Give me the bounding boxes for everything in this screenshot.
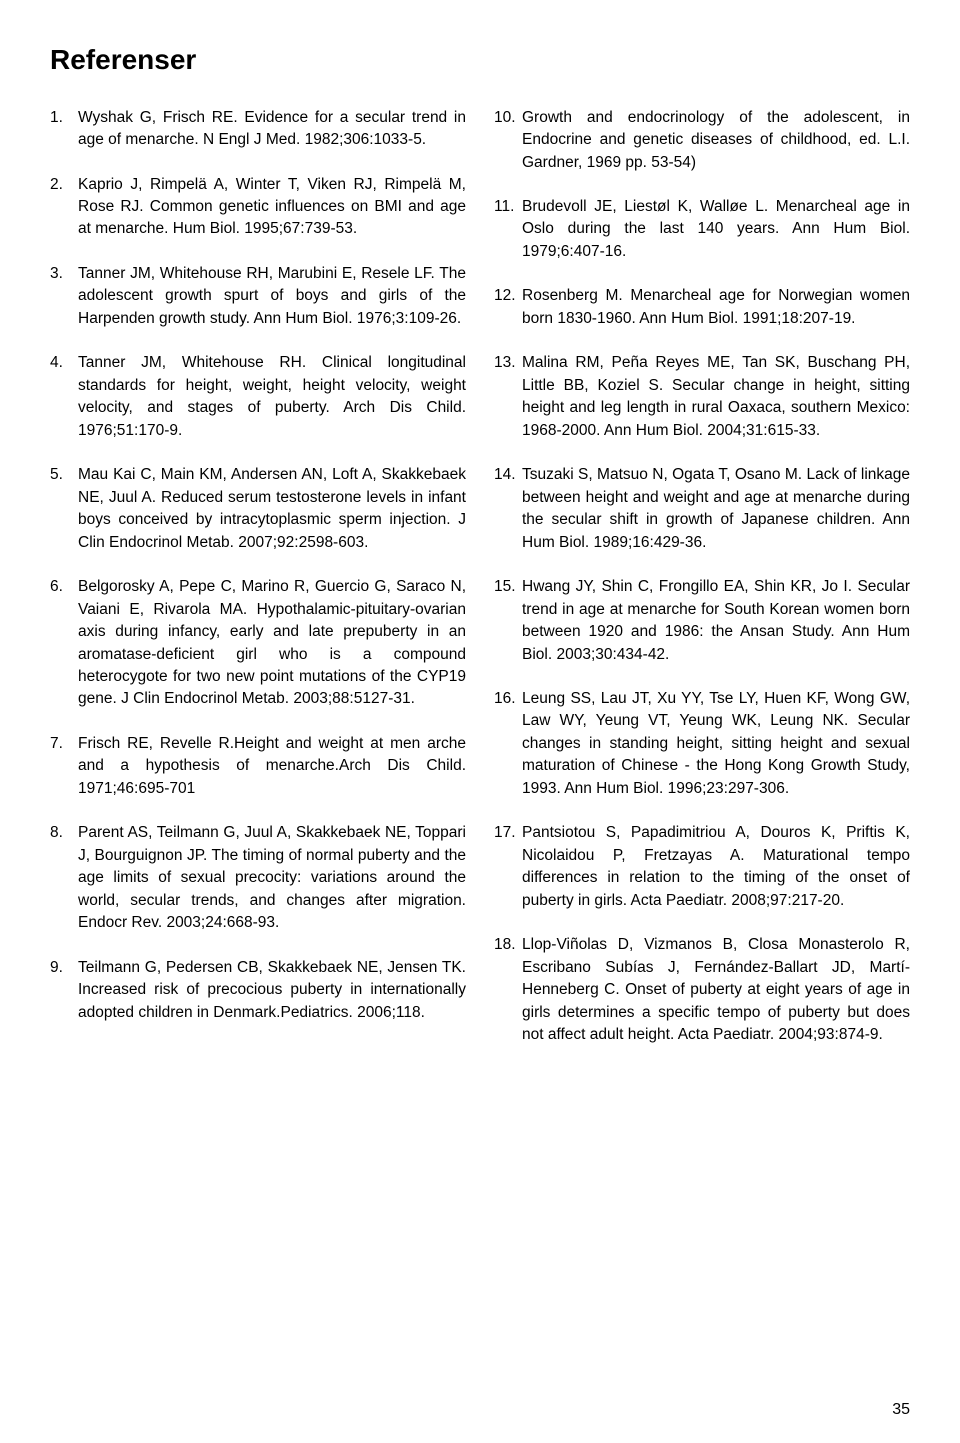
reference-number: 8.	[50, 822, 78, 934]
section-heading: Referenser	[50, 40, 910, 81]
reference-number: 10.	[494, 107, 522, 174]
reference-text: Tanner JM, Whitehouse RH. Clinical longi…	[78, 352, 466, 442]
reference-item: 11.Brudevoll JE, Liestøl K, Walløe L. Me…	[494, 196, 910, 263]
reference-item: 14.Tsuzaki S, Matsuo N, Ogata T, Osano M…	[494, 464, 910, 554]
reference-number: 2.	[50, 174, 78, 241]
reference-item: 9.Teilmann G, Pedersen CB, Skakkebaek NE…	[50, 957, 466, 1024]
reference-text: Llop-Viñolas D, Vizmanos B, Closa Monast…	[522, 934, 910, 1046]
reference-text: Tsuzaki S, Matsuo N, Ogata T, Osano M. L…	[522, 464, 910, 554]
left-column: 1.Wyshak G, Frisch RE. Evidence for a se…	[50, 107, 466, 1069]
reference-item: 6.Belgorosky A, Pepe C, Marino R, Guerci…	[50, 576, 466, 711]
reference-item: 1.Wyshak G, Frisch RE. Evidence for a se…	[50, 107, 466, 152]
reference-number: 13.	[494, 352, 522, 442]
reference-number: 9.	[50, 957, 78, 1024]
reference-number: 6.	[50, 576, 78, 711]
reference-text: Tanner JM, Whitehouse RH, Marubini E, Re…	[78, 263, 466, 330]
reference-item: 8.Parent AS, Teilmann G, Juul A, Skakkeb…	[50, 822, 466, 934]
reference-number: 12.	[494, 285, 522, 330]
reference-text: Mau Kai C, Main KM, Andersen AN, Loft A,…	[78, 464, 466, 554]
reference-text: Brudevoll JE, Liestøl K, Walløe L. Menar…	[522, 196, 910, 263]
reference-number: 7.	[50, 733, 78, 800]
reference-text: Frisch RE, Revelle R.Height and weight a…	[78, 733, 466, 800]
reference-number: 4.	[50, 352, 78, 442]
reference-item: 13.Malina RM, Peña Reyes ME, Tan SK, Bus…	[494, 352, 910, 442]
right-column: 10.Growth and endocrinology of the adole…	[494, 107, 910, 1069]
reference-item: 15.Hwang JY, Shin C, Frongillo EA, Shin …	[494, 576, 910, 666]
reference-item: 12.Rosenberg M. Menarcheal age for Norwe…	[494, 285, 910, 330]
reference-text: Belgorosky A, Pepe C, Marino R, Guercio …	[78, 576, 466, 711]
reference-item: 5.Mau Kai C, Main KM, Andersen AN, Loft …	[50, 464, 466, 554]
reference-number: 3.	[50, 263, 78, 330]
reference-text: Kaprio J, Rimpelä A, Winter T, Viken RJ,…	[78, 174, 466, 241]
reference-item: 3.Tanner JM, Whitehouse RH, Marubini E, …	[50, 263, 466, 330]
reference-item: 17.Pantsiotou S, Papadimitriou A, Douros…	[494, 822, 910, 912]
reference-number: 18.	[494, 934, 522, 1046]
reference-text: Pantsiotou S, Papadimitriou A, Douros K,…	[522, 822, 910, 912]
reference-item: 7.Frisch RE, Revelle R.Height and weight…	[50, 733, 466, 800]
reference-item: 4.Tanner JM, Whitehouse RH. Clinical lon…	[50, 352, 466, 442]
reference-text: Leung SS, Lau JT, Xu YY, Tse LY, Huen KF…	[522, 688, 910, 800]
reference-item: 16.Leung SS, Lau JT, Xu YY, Tse LY, Huen…	[494, 688, 910, 800]
reference-text: Growth and endocrinology of the adolesce…	[522, 107, 910, 174]
reference-number: 16.	[494, 688, 522, 800]
reference-text: Teilmann G, Pedersen CB, Skakkebaek NE, …	[78, 957, 466, 1024]
reference-number: 11.	[494, 196, 522, 263]
reference-number: 15.	[494, 576, 522, 666]
reference-text: Parent AS, Teilmann G, Juul A, Skakkebae…	[78, 822, 466, 934]
reference-number: 14.	[494, 464, 522, 554]
reference-item: 2.Kaprio J, Rimpelä A, Winter T, Viken R…	[50, 174, 466, 241]
reference-number: 5.	[50, 464, 78, 554]
reference-item: 18.Llop-Viñolas D, Vizmanos B, Closa Mon…	[494, 934, 910, 1046]
reference-number: 1.	[50, 107, 78, 152]
reference-text: Rosenberg M. Menarcheal age for Norwegia…	[522, 285, 910, 330]
reference-text: Wyshak G, Frisch RE. Evidence for a secu…	[78, 107, 466, 152]
reference-item: 10.Growth and endocrinology of the adole…	[494, 107, 910, 174]
reference-text: Malina RM, Peña Reyes ME, Tan SK, Buscha…	[522, 352, 910, 442]
page-number: 35	[892, 1398, 910, 1421]
reference-columns: 1.Wyshak G, Frisch RE. Evidence for a se…	[50, 107, 910, 1069]
reference-text: Hwang JY, Shin C, Frongillo EA, Shin KR,…	[522, 576, 910, 666]
reference-number: 17.	[494, 822, 522, 912]
